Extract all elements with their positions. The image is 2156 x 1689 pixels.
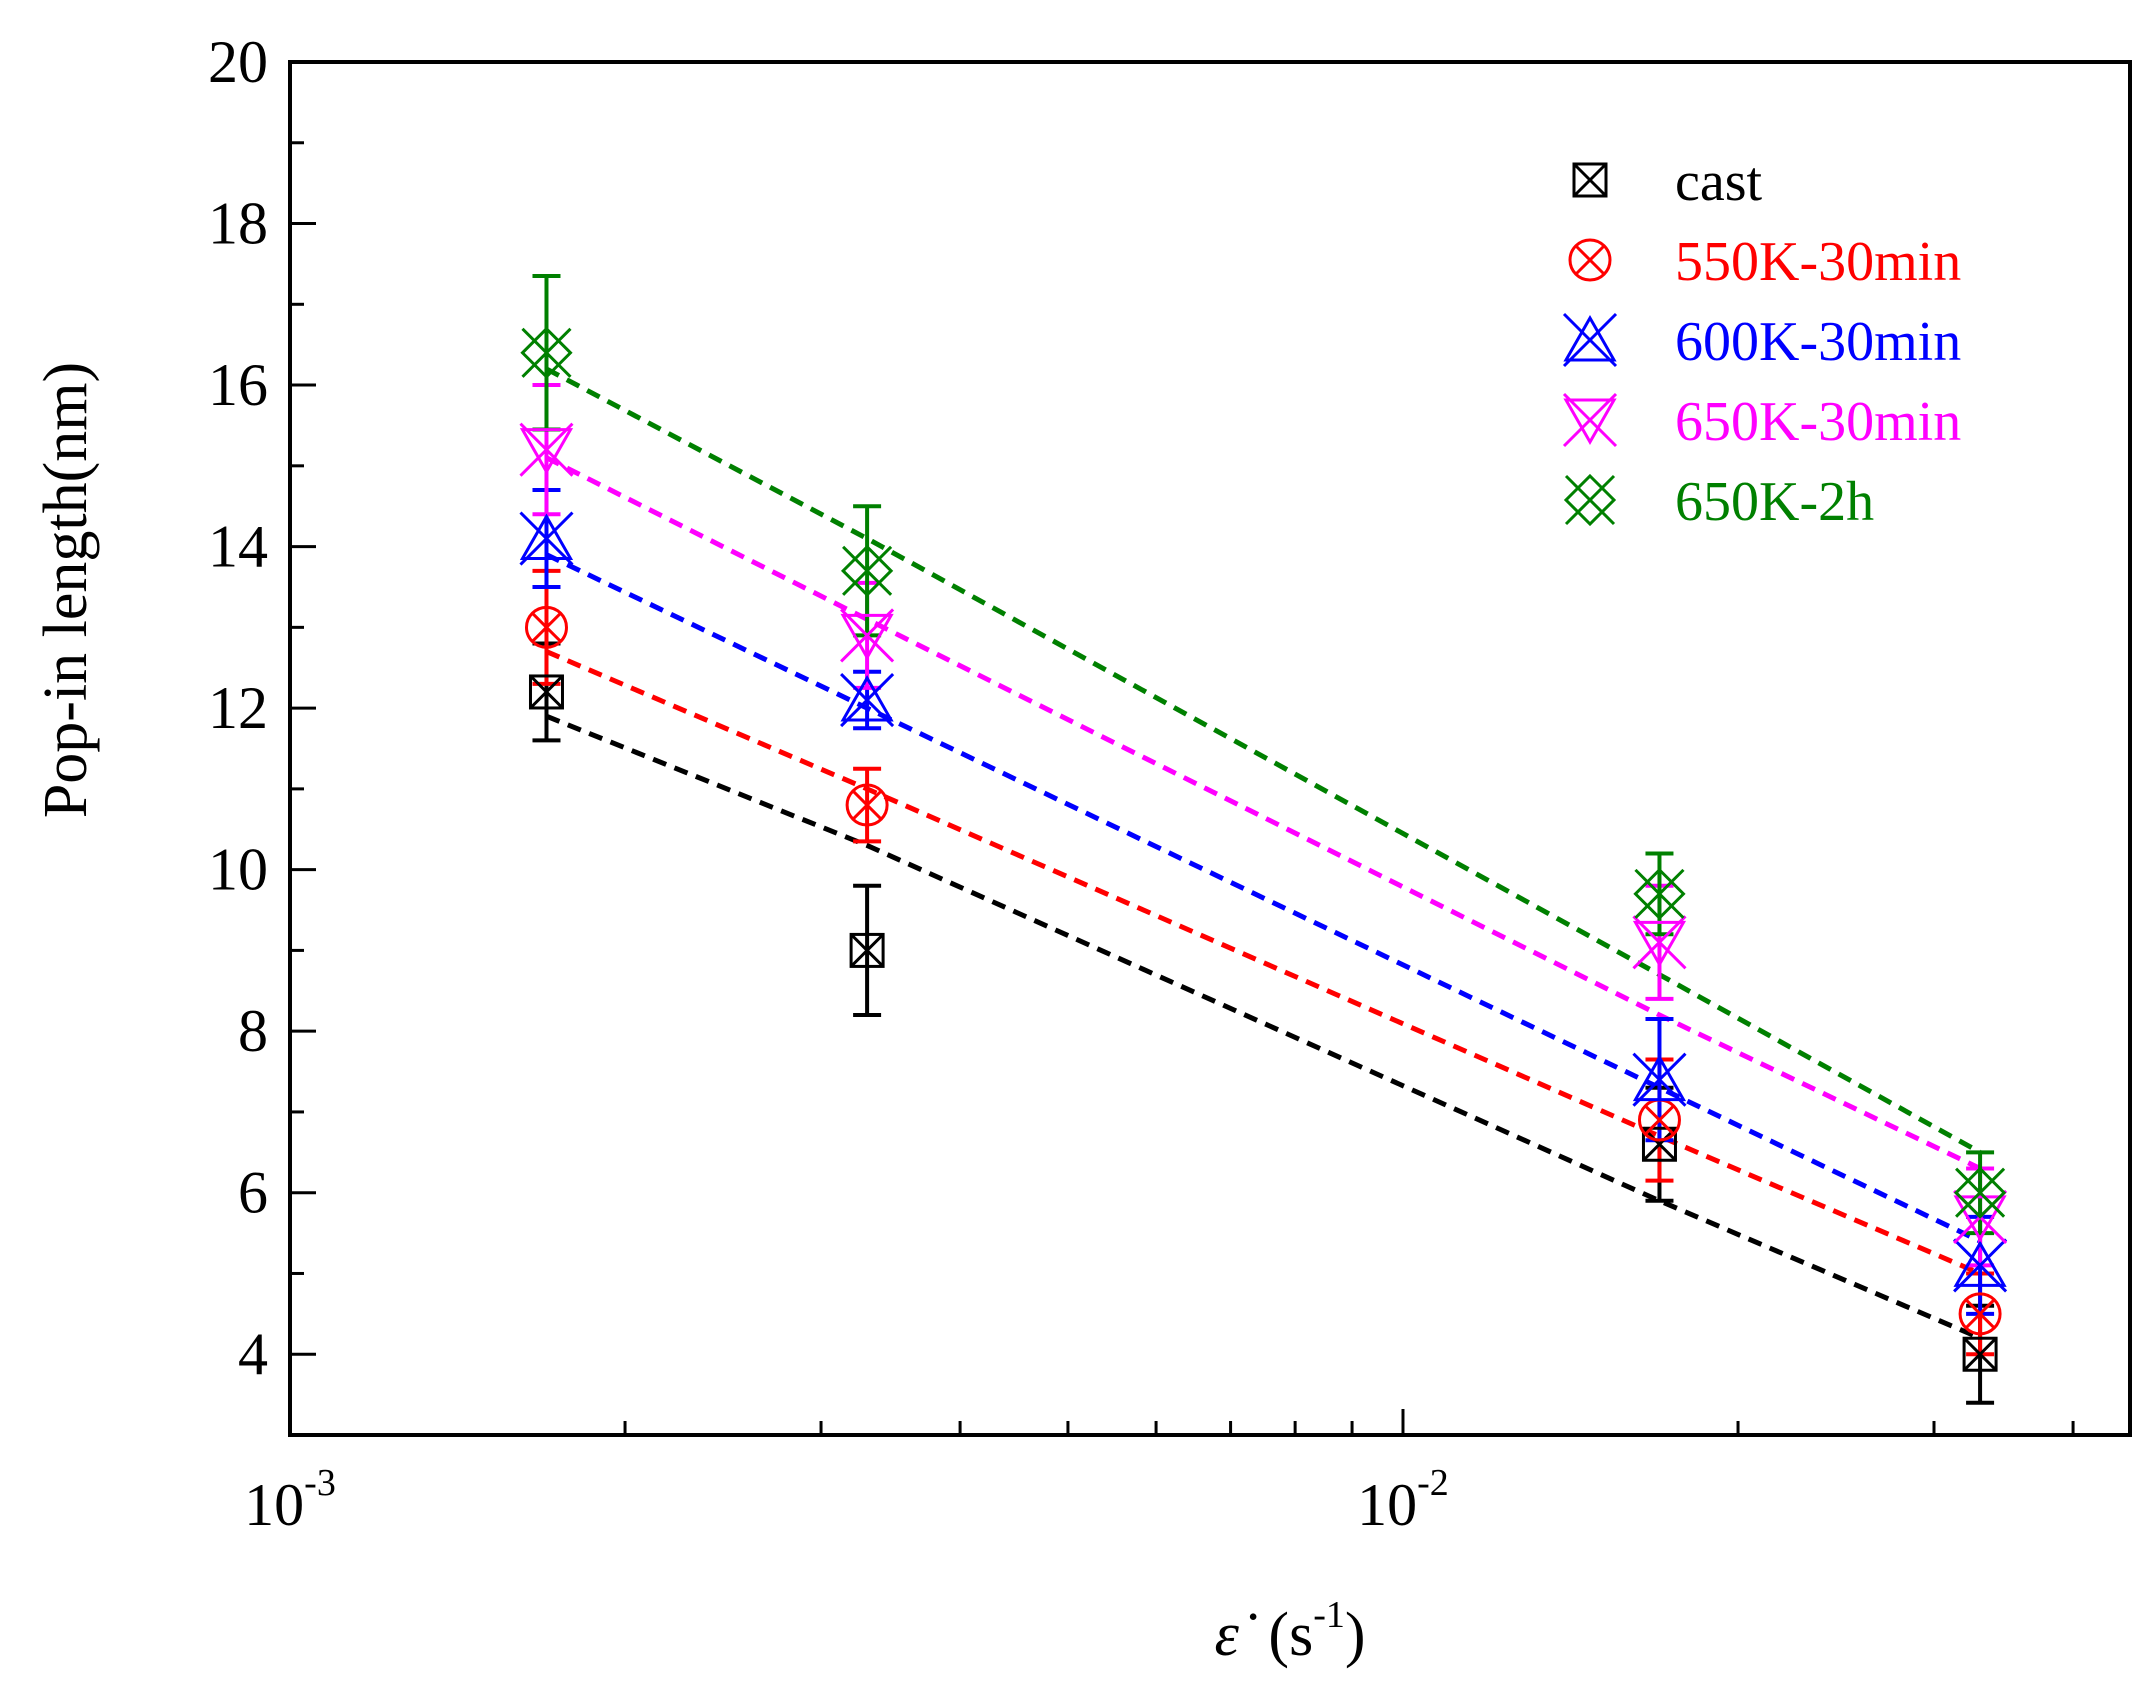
data-point: [1641, 1126, 1677, 1162]
y-axis-title: Pop-in length(nm): [32, 362, 100, 818]
legend-symbol: [1568, 238, 1612, 282]
data-point: [1958, 1292, 2002, 1336]
y-tick-label: 6: [238, 1160, 268, 1226]
x-axis-unit-close: ): [1345, 1601, 1366, 1669]
data-point: [840, 544, 894, 597]
x-tick-label: 10-3: [244, 1462, 336, 1538]
data-point: [1953, 1238, 2008, 1293]
x-tick-label: 10-2: [1357, 1462, 1449, 1538]
x-axis-title: ε̇ (s-1): [1214, 1594, 1365, 1669]
y-tick-label: 14: [208, 514, 268, 580]
legend-label: 650K-30min: [1675, 391, 1961, 453]
data-point: [520, 326, 573, 379]
y-tick-label: 8: [238, 998, 268, 1064]
data-point: [840, 672, 895, 728]
fit-line-2: [545, 552, 1982, 1244]
plot-frame: [288, 60, 2132, 1437]
data-point: [1953, 1166, 2007, 1219]
data-point: [1962, 1336, 1998, 1372]
legend-label: cast: [1675, 151, 1763, 213]
x-axis-unit-open: (s: [1268, 1601, 1313, 1669]
data-point: [840, 608, 895, 663]
legend: cast 550K-30min 600K-30min 650K-30min 650K-2…: [1562, 151, 1961, 533]
legend-symbol: [1562, 392, 1618, 448]
y-tick-label: 20: [208, 29, 268, 95]
y-tick-label: 10: [208, 837, 268, 903]
legend-label: 650K-2h: [1675, 471, 1874, 533]
fit-line-0: [545, 713, 1982, 1341]
data-markers: [519, 326, 2008, 1372]
x-axis-unit-exponent: -1: [1313, 1594, 1345, 1636]
legend-label: 550K-30min: [1675, 231, 1961, 293]
y-tick-label: 4: [238, 1321, 268, 1387]
data-point: [519, 511, 574, 566]
y-tick-label: 16: [208, 352, 268, 418]
data-point: [845, 783, 889, 827]
fit-lines: [545, 366, 1982, 1341]
legend-label: 600K-30min: [1675, 311, 1961, 373]
legend-symbol: [1572, 162, 1608, 198]
y-tick-label: 12: [208, 675, 268, 741]
data-point: [849, 932, 885, 968]
x-axis-symbol: ε̇: [1214, 1601, 1256, 1669]
data-point: [519, 422, 574, 477]
fit-line-4: [545, 366, 1982, 1155]
data-point: [524, 605, 568, 649]
legend-symbol: [1563, 473, 1617, 527]
y-tick-label: 18: [208, 191, 268, 257]
data-point: [1632, 1052, 1687, 1107]
axes: 4 6 8 10 12 14 16 18 20 10-3 10-2: [208, 29, 2132, 1538]
legend-symbol: [1562, 312, 1618, 368]
data-point: [1632, 915, 1687, 970]
fit-line-1: [545, 649, 1982, 1276]
data-point: [1633, 867, 1686, 920]
data-point: [528, 674, 564, 710]
fit-line-3: [545, 455, 1982, 1171]
